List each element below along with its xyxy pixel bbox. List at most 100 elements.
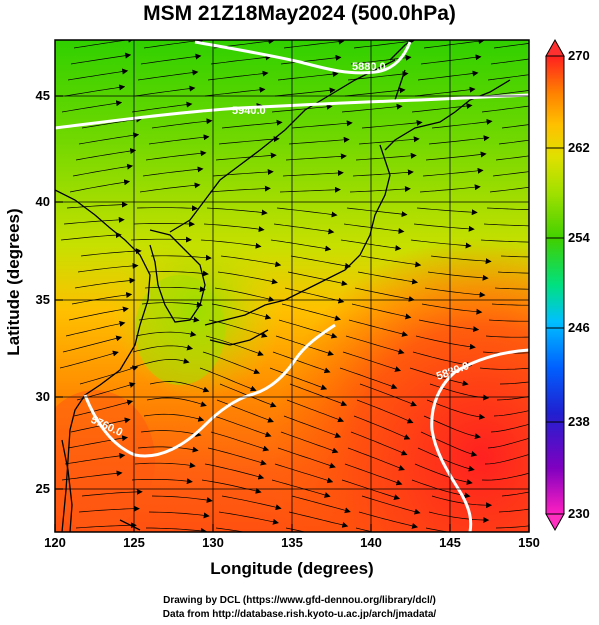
streamline — [221, 495, 282, 511]
streamline — [431, 118, 493, 129]
y-tick-label: 40 — [35, 194, 50, 209]
streamline — [354, 287, 415, 302]
streamline — [64, 84, 126, 97]
streamline — [217, 271, 278, 285]
streamline — [411, 479, 471, 499]
streamline — [271, 103, 333, 113]
streamline — [134, 85, 196, 97]
streamline — [218, 511, 279, 525]
streamline — [206, 207, 268, 216]
streamline — [151, 495, 213, 503]
x-tick-label: 125 — [123, 535, 145, 550]
streamline — [286, 399, 345, 423]
streamline — [72, 163, 134, 177]
height-contours — [55, 40, 529, 532]
streamline — [285, 153, 347, 161]
streamline — [270, 239, 332, 252]
streamline — [202, 351, 261, 375]
contour-label: 5880.0 — [352, 61, 386, 73]
streamline — [430, 255, 492, 265]
streamline — [213, 415, 272, 438]
streamline — [145, 150, 207, 161]
streamline — [493, 43, 529, 49]
streamline — [80, 248, 142, 257]
streamline — [487, 74, 529, 81]
streamline — [480, 239, 529, 243]
streamline — [150, 254, 212, 261]
streamline — [65, 320, 126, 337]
streamline — [61, 100, 123, 113]
streamline — [269, 367, 328, 391]
streamline — [416, 207, 478, 216]
streamline — [137, 69, 199, 81]
streamline — [77, 262, 139, 273]
streamline — [345, 335, 405, 355]
streamline — [66, 201, 128, 209]
streamline — [70, 52, 132, 65]
y-tick-label: 25 — [35, 481, 50, 496]
colorbar-tick-label: 238 — [568, 414, 590, 429]
streamline — [136, 205, 198, 212]
y-tick-label: 35 — [35, 292, 50, 307]
streamline — [347, 447, 405, 471]
streamline — [494, 287, 529, 290]
streamline — [149, 381, 210, 393]
streamline — [140, 53, 202, 65]
y-tick-label: 45 — [35, 88, 50, 103]
streamline — [204, 86, 266, 97]
y-tick-label: 30 — [35, 389, 50, 404]
streamline — [291, 495, 351, 514]
streamline — [484, 90, 529, 97]
streamline — [500, 255, 529, 258]
streamline — [151, 118, 213, 129]
streamline — [361, 495, 421, 515]
streamline — [207, 447, 267, 466]
streamline — [142, 166, 204, 177]
streamline — [130, 236, 192, 243]
streamline — [412, 351, 473, 368]
streamline — [71, 292, 133, 305]
streamline — [355, 152, 417, 161]
streamline — [486, 207, 529, 210]
streamline — [353, 40, 415, 49]
streamline — [215, 152, 277, 161]
streamline — [207, 70, 269, 81]
streamline — [272, 351, 331, 374]
streamline — [410, 239, 472, 249]
streamline — [209, 185, 271, 193]
streamline — [351, 303, 412, 320]
streamline — [63, 216, 125, 225]
streamline — [131, 101, 193, 113]
streamline — [200, 239, 262, 249]
streamline — [285, 527, 307, 532]
x-axis-label: Longitude (degrees) — [210, 559, 374, 578]
streamline — [275, 335, 334, 356]
streamline — [132, 344, 194, 353]
streamline — [289, 383, 348, 407]
streamline — [146, 397, 207, 407]
streamline — [137, 446, 199, 453]
streamline — [291, 120, 353, 129]
streamline — [221, 119, 283, 129]
streamline — [495, 525, 529, 529]
streamline — [282, 170, 344, 177]
streamline — [273, 223, 335, 235]
streamline — [341, 103, 403, 113]
streamline — [62, 335, 123, 353]
streamline — [425, 151, 487, 161]
streamline — [483, 223, 529, 227]
streamline — [144, 286, 206, 293]
streamline — [356, 399, 414, 424]
streamline — [428, 135, 490, 145]
streamline — [499, 381, 529, 385]
streamline — [413, 223, 475, 232]
streamline — [481, 472, 529, 481]
colorbar-tick-label: 270 — [568, 48, 590, 63]
streamline — [134, 462, 196, 469]
streamline — [141, 301, 203, 308]
streamline — [220, 255, 282, 268]
streamline — [67, 68, 129, 81]
streamline — [205, 335, 264, 357]
streamline — [75, 522, 137, 529]
streamline — [427, 271, 489, 281]
